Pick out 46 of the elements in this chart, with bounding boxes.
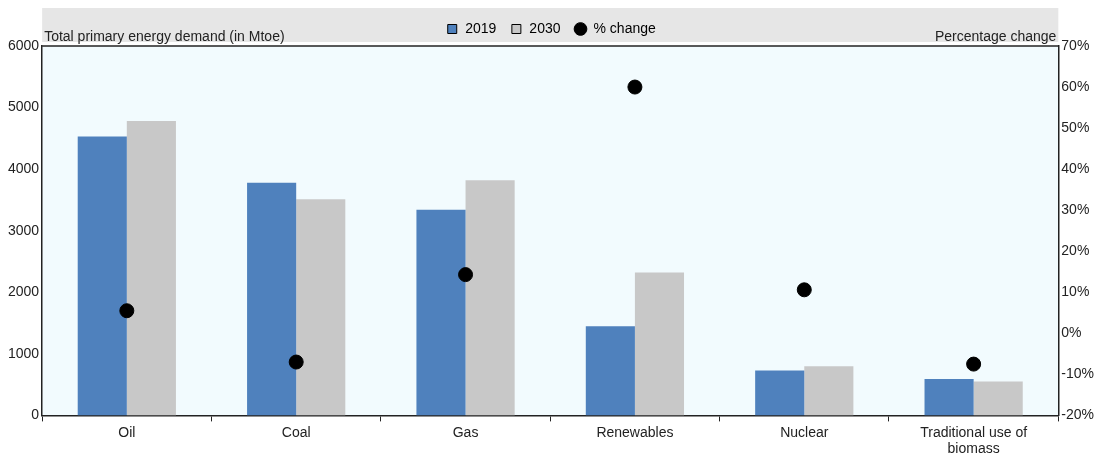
bar bbox=[973, 381, 1023, 416]
bar bbox=[465, 180, 515, 416]
point bbox=[627, 79, 643, 95]
point bbox=[119, 303, 135, 319]
y-tick-label: 1000 bbox=[7, 344, 40, 361]
y2-tick-label: 50% bbox=[1061, 118, 1090, 135]
x-tick-label: Nuclear bbox=[780, 423, 829, 440]
y2-axis-title: Percentage change bbox=[934, 27, 1057, 44]
y-tick-label: 5000 bbox=[7, 98, 40, 115]
y2-tick-label: 40% bbox=[1061, 159, 1090, 176]
y2-tick-label: 20% bbox=[1061, 242, 1090, 259]
y2-tick-label: 0% bbox=[1061, 324, 1082, 341]
point bbox=[288, 354, 304, 370]
point bbox=[796, 282, 812, 298]
legend-label: 2030 bbox=[529, 19, 561, 36]
y-tick-label: 6000 bbox=[7, 36, 40, 53]
y-axis-title: Total primary energy demand (in Mtoe) bbox=[44, 27, 285, 44]
legend-label: % change bbox=[593, 19, 656, 36]
bar bbox=[585, 326, 635, 416]
bar bbox=[804, 366, 854, 416]
bar bbox=[247, 182, 297, 416]
y2-tick-label: -20% bbox=[1061, 406, 1094, 423]
bar bbox=[126, 121, 176, 416]
y-tick-label: 2000 bbox=[7, 283, 40, 300]
bar bbox=[296, 199, 346, 416]
y2-tick-label: 70% bbox=[1061, 36, 1090, 53]
bar bbox=[755, 370, 805, 416]
x-tick-label: Coal bbox=[281, 423, 311, 440]
y2-tick-label: 60% bbox=[1061, 77, 1090, 94]
legend-label: 2019 bbox=[465, 19, 497, 36]
point bbox=[458, 267, 474, 283]
y2-tick-label: 30% bbox=[1061, 201, 1090, 218]
x-tick-label: Gas bbox=[452, 423, 479, 440]
y-tick-label: 3000 bbox=[7, 221, 40, 238]
x-tick-label: Traditional use of biomass bbox=[920, 423, 1028, 457]
x-tick-label: Renewables bbox=[596, 423, 674, 440]
bar bbox=[416, 209, 466, 416]
bar bbox=[634, 272, 685, 416]
y2-tick-label: 10% bbox=[1061, 283, 1090, 300]
bar bbox=[924, 379, 974, 416]
x-tick-label: Oil bbox=[118, 423, 136, 440]
y-tick-label: 0 bbox=[31, 406, 40, 423]
bar bbox=[77, 136, 127, 416]
y-tick-label: 4000 bbox=[7, 159, 40, 176]
point bbox=[966, 356, 982, 372]
y2-tick-label: -10% bbox=[1061, 365, 1094, 382]
